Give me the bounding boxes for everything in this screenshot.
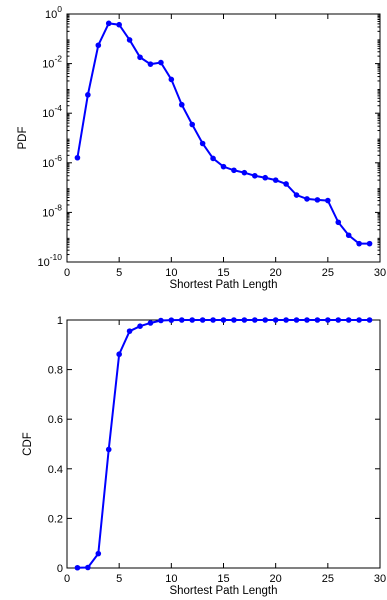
pdf-data-point [345,232,352,239]
cdf-y-tick-label: 0.4 [48,464,63,476]
pdf-data-point [252,172,258,179]
pdf-data-point [356,240,362,247]
pdf-data-point [335,219,342,226]
pdf-data-point [366,240,373,247]
cdf-data-point [158,317,164,324]
cdf-data-point [168,317,175,323]
pdf-data-point [304,196,310,202]
cdf-data-point [178,317,185,323]
cdf-data-point [262,317,269,323]
cdf-x-tick-label: 15 [217,573,229,585]
cdf-y-tick-label: 0 [57,563,63,575]
cdf-data-point [85,564,91,571]
cdf-series [74,317,373,571]
pdf-data-point [262,174,269,181]
pdf-data-point [168,76,175,83]
pdf-data-point [85,92,91,98]
pdf-y-tick-label: 10-2 [42,54,62,71]
pdf-x-tick-label: 25 [322,267,334,279]
cdf-data-point [126,328,133,334]
pdf-y-tick-label: 10-6 [42,153,62,170]
cdf-data-point [356,317,362,323]
pdf-panel: 0 5 10 15 20 25 30 10-10 10-8 10-6 10-4 10-2 100 Sho… [17,4,386,291]
pdf-data-point [220,163,227,170]
pdf-data-point [293,192,300,198]
cdf-series-line [77,319,370,569]
cdf-axes-frame [66,319,381,569]
pdf-x-tick-label: 0 [64,267,70,279]
pdf-series [74,20,373,247]
cdf-data-point [335,317,342,323]
cdf-data-point [199,317,206,323]
pdf-data-point [137,54,143,61]
cdf-data-point [366,317,373,323]
cdf-data-point [293,317,300,323]
pdf-data-point [314,197,321,203]
cdf-data-point [137,323,143,330]
cdf-data-point [116,351,122,358]
pdf-data-point [105,20,112,27]
pdf-data-point [126,37,133,43]
cdf-data-point [220,317,227,323]
pdf-x-tick-label: 20 [270,267,282,279]
pdf-x-tick-label: 5 [116,267,122,279]
pdf-y-axis-label: PDF [17,127,29,150]
cdf-y-tick-label: 1 [57,315,63,327]
pdf-axes-frame [66,13,381,263]
cdf-data-point [252,317,258,323]
cdf-data-point [272,317,279,323]
cdf-x-tick-label: 30 [374,573,386,585]
cdf-data-point [283,317,289,323]
pdf-data-point [116,21,122,28]
cdf-data-point [147,320,154,326]
pdf-data-point [210,155,216,162]
cdf-y-tick-label: 0.6 [48,414,63,426]
cdf-data-point [325,317,331,323]
pdf-series-line [76,22,370,245]
pdf-data-point [147,61,154,67]
pdf-y-tick-label: 10-8 [42,202,62,219]
pdf-x-tick-label: 15 [217,267,229,279]
cdf-data-point [74,564,81,571]
pdf-data-point [158,59,164,66]
pdf-ticks: 0 5 10 15 20 25 30 10-10 10-8 10-6 10-4 10-2 100 [37,4,386,279]
cdf-data-point [314,317,321,323]
pdf-y-tick-label: 100 [45,4,62,21]
pdf-data-point [283,181,289,187]
pdf-x-tick-label: 10 [165,267,177,279]
cdf-data-point [105,446,112,453]
cdf-data-point [241,317,248,323]
pdf-data-point [325,197,331,204]
cdf-panel: 0 5 10 15 20 25 30 0 0.2 0.4 0.6 0.8 1 Shortest Path… [22,315,386,597]
pdf-data-point [95,42,102,49]
cdf-x-tick-label: 10 [165,573,177,585]
cdf-x-tick-label: 25 [322,573,334,585]
pdf-y-tick-label: 10-4 [42,103,62,120]
pdf-data-point [178,101,185,108]
pdf-data-point [241,169,248,176]
pdf-data-point [199,140,206,147]
cdf-y-tick-label: 0.8 [48,365,63,377]
cdf-y-tick-label: 0.2 [48,513,63,525]
cdf-data-point [210,317,216,323]
cdf-ticks: 0 5 10 15 20 25 30 0 0.2 0.4 0.6 0.8 1 [48,315,386,585]
pdf-data-point [189,121,195,128]
cdf-data-point [304,317,310,323]
cdf-data-point [231,317,237,323]
pdf-data-point [74,154,81,161]
cdf-x-tick-label: 20 [270,573,282,585]
pdf-y-tick-label: 10-10 [37,252,62,269]
pdf-x-axis-label: Shortest Path Length [169,279,277,291]
cdf-y-axis-label: CDF [22,432,34,456]
cdf-x-axis-label: Shortest Path Length [169,585,277,597]
pdf-x-tick-label: 30 [374,267,386,279]
cdf-x-tick-label: 5 [116,573,122,585]
pdf-data-point [231,167,237,174]
cdf-x-tick-label: 0 [64,573,70,585]
cdf-data-point [95,550,102,557]
cdf-data-point [345,317,352,323]
cdf-data-point [189,317,195,323]
pdf-data-point [272,177,279,183]
